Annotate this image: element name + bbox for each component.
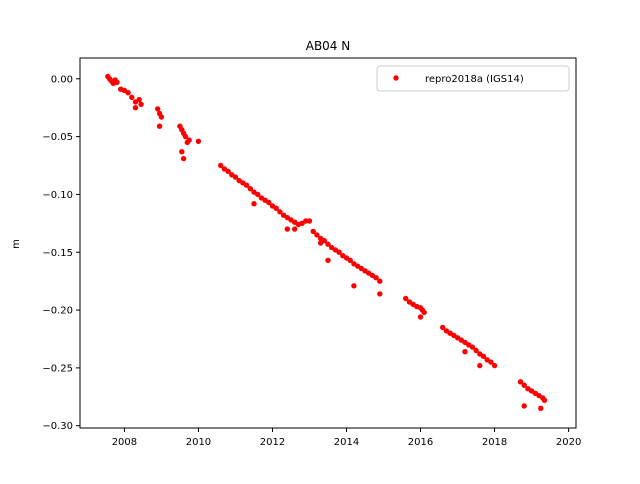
x-tick-label: 2010 [186,437,211,448]
data-point [541,397,548,403]
y-tick-label: −0.30 [42,421,73,432]
data-point [255,191,261,198]
y-tick-label: −0.10 [42,190,73,201]
data-point [336,249,342,255]
data-point [158,114,165,120]
x-tick-label: 2014 [334,437,359,448]
plot-area-frame [79,57,577,429]
data-point [403,295,409,302]
data-point [125,90,131,96]
x-tick-label: 2008 [112,437,137,448]
data-point [491,362,498,369]
data-point [266,199,272,206]
data-point [347,257,353,263]
data-point [477,362,483,369]
data-point [488,359,494,365]
legend-box [376,65,570,92]
data-point [440,324,446,331]
y-tick-label: −0.25 [42,363,73,374]
data-point [325,257,331,263]
data-point [247,186,253,192]
chart-title: AB04 N [306,39,351,53]
data-point [314,232,320,238]
data-point [182,133,189,140]
data-point [377,291,383,297]
y-tick-label: −0.20 [42,306,73,317]
data-point [517,379,524,385]
data-point [306,218,313,224]
data-point [186,137,192,143]
data-point [303,218,309,224]
data-point [417,314,424,320]
x-tick-label: 2018 [482,437,507,448]
data-point [469,344,476,350]
data-point [156,123,163,129]
legend: repro2018a (IGS14) [376,65,570,92]
data-point [421,309,427,316]
data-point [114,79,120,86]
y-axis-label: m [11,239,22,249]
data-point [155,106,161,112]
data-point [462,349,468,355]
data-point [251,201,257,207]
data-point [136,96,142,103]
data-point [243,182,250,188]
legend-label: repro2018a (IGS14) [425,74,524,85]
y-tick-label: −0.15 [42,248,73,259]
data-point [292,226,298,232]
data-point [351,283,357,289]
data-point [138,101,144,108]
data-point [310,228,316,235]
x-tick-label: 2012 [260,437,285,448]
data-point [538,405,544,411]
data-point [195,138,202,144]
data-point [218,162,224,169]
data-point [225,168,231,174]
data-point [284,226,290,232]
y-tick-label: −0.05 [42,132,73,143]
data-point [132,105,139,111]
data-point [377,278,383,284]
data-point [480,353,487,359]
data-point [521,403,527,409]
data-point [317,240,324,246]
y-tick-label: 0.00 [51,74,73,85]
data-point [373,275,379,281]
data-point [180,155,187,162]
data-point [273,205,279,211]
data-point [129,94,135,101]
y-axis-ticks: 0.00 −0.05 −0.10 −0.15 −0.20 −0.25 −0.30 [42,74,80,432]
data-point [473,347,479,354]
x-axis-ticks: 2008 2010 2012 2014 2016 2018 2020 [112,428,581,448]
data-point [277,209,283,215]
data-point [232,174,239,180]
legend-marker [393,75,399,81]
x-tick-label: 2020 [556,437,581,448]
data-point [179,149,185,155]
data-point [325,241,331,247]
data-point [521,382,527,388]
x-tick-label: 2016 [408,437,433,448]
data-points [105,73,548,411]
